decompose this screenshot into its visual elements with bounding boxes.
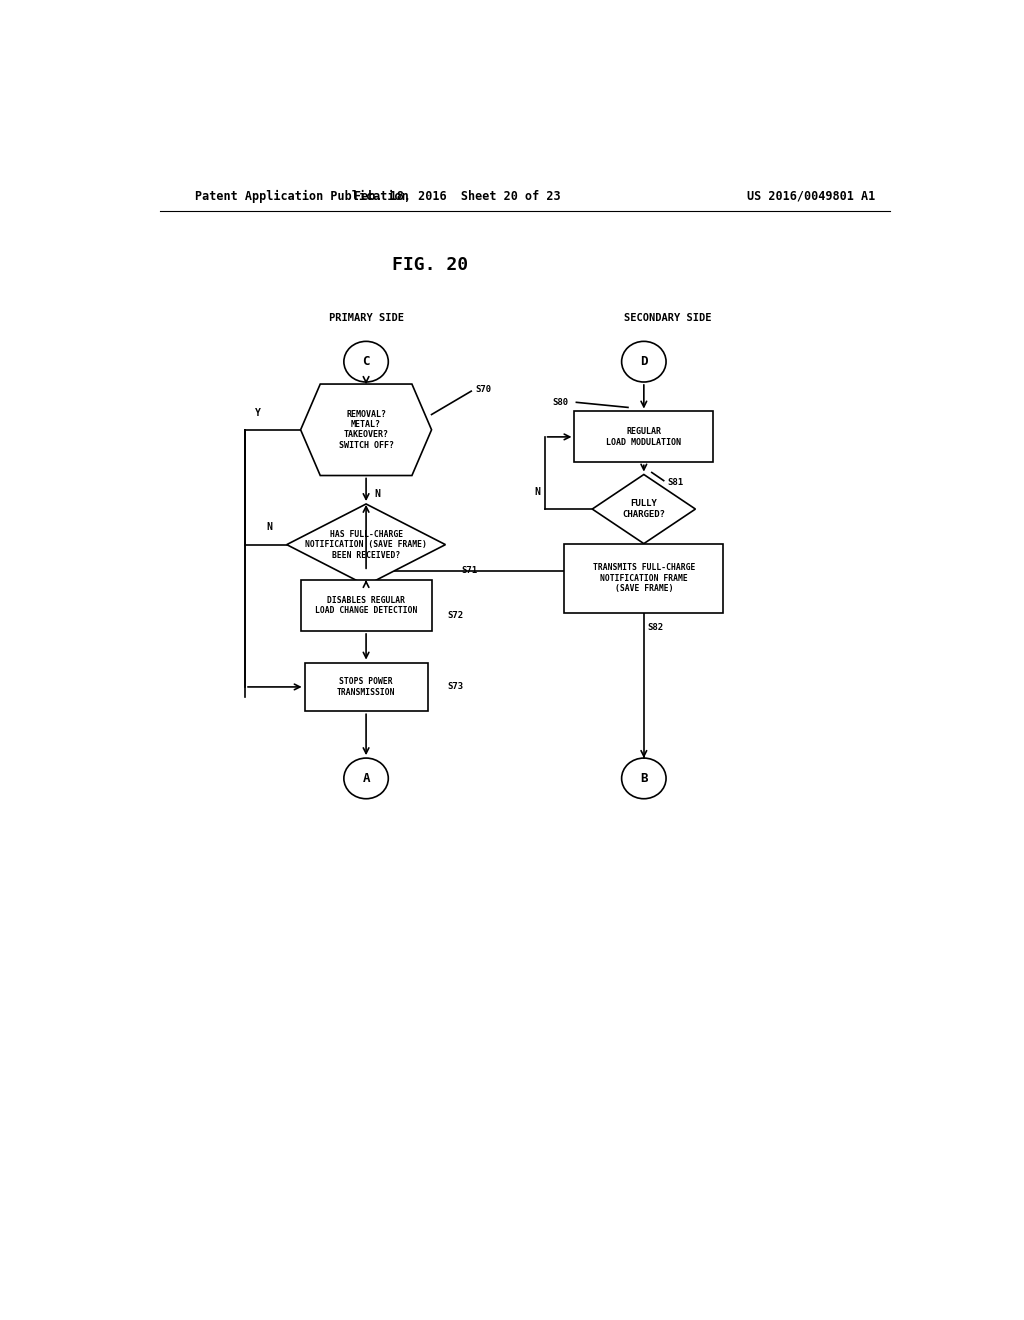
Polygon shape <box>301 384 431 475</box>
Polygon shape <box>592 474 695 544</box>
Text: Feb. 18, 2016  Sheet 20 of 23: Feb. 18, 2016 Sheet 20 of 23 <box>354 190 561 202</box>
Text: S82: S82 <box>648 623 664 632</box>
Text: C: C <box>362 355 370 368</box>
FancyBboxPatch shape <box>564 544 723 612</box>
Text: REMOVAL?
METAL?
TAKEOVER?
SWITCH OFF?: REMOVAL? METAL? TAKEOVER? SWITCH OFF? <box>339 409 393 450</box>
Text: TRANSMITS FULL-CHARGE
NOTIFICATION FRAME
(SAVE FRAME): TRANSMITS FULL-CHARGE NOTIFICATION FRAME… <box>593 564 695 593</box>
Text: A: A <box>362 772 370 785</box>
Text: B: B <box>640 772 647 785</box>
FancyBboxPatch shape <box>304 663 428 711</box>
Text: S81: S81 <box>668 478 684 487</box>
FancyBboxPatch shape <box>574 412 714 462</box>
Text: N: N <box>535 487 541 496</box>
Text: SECONDARY SIDE: SECONDARY SIDE <box>624 313 712 323</box>
Text: N: N <box>266 523 272 532</box>
Text: D: D <box>640 355 647 368</box>
Text: HAS FULL-CHARGE
NOTIFICATION (SAVE FRAME)
BEEN RECEIVED?: HAS FULL-CHARGE NOTIFICATION (SAVE FRAME… <box>305 529 427 560</box>
Text: US 2016/0049801 A1: US 2016/0049801 A1 <box>748 190 876 202</box>
Text: S70: S70 <box>475 384 492 393</box>
Text: S80: S80 <box>552 397 568 407</box>
FancyBboxPatch shape <box>301 581 431 631</box>
Text: S73: S73 <box>447 682 464 692</box>
Text: FIG. 20: FIG. 20 <box>391 256 468 275</box>
Text: STOPS POWER
TRANSMISSION: STOPS POWER TRANSMISSION <box>337 677 395 697</box>
Text: REGULAR
LOAD MODULATION: REGULAR LOAD MODULATION <box>606 428 681 446</box>
Text: FULLY
CHARGED?: FULLY CHARGED? <box>623 499 666 519</box>
Text: N: N <box>374 488 380 499</box>
Text: Patent Application Publication: Patent Application Publication <box>196 190 410 202</box>
Text: Y: Y <box>255 408 260 417</box>
Text: S71: S71 <box>462 565 477 574</box>
Text: Y: Y <box>374 595 380 606</box>
Text: S72: S72 <box>447 611 464 620</box>
Text: PRIMARY SIDE: PRIMARY SIDE <box>329 313 403 323</box>
Text: DISABLES REGULAR
LOAD CHANGE DETECTION: DISABLES REGULAR LOAD CHANGE DETECTION <box>315 595 417 615</box>
Text: Y: Y <box>652 550 657 561</box>
Polygon shape <box>287 504 445 585</box>
